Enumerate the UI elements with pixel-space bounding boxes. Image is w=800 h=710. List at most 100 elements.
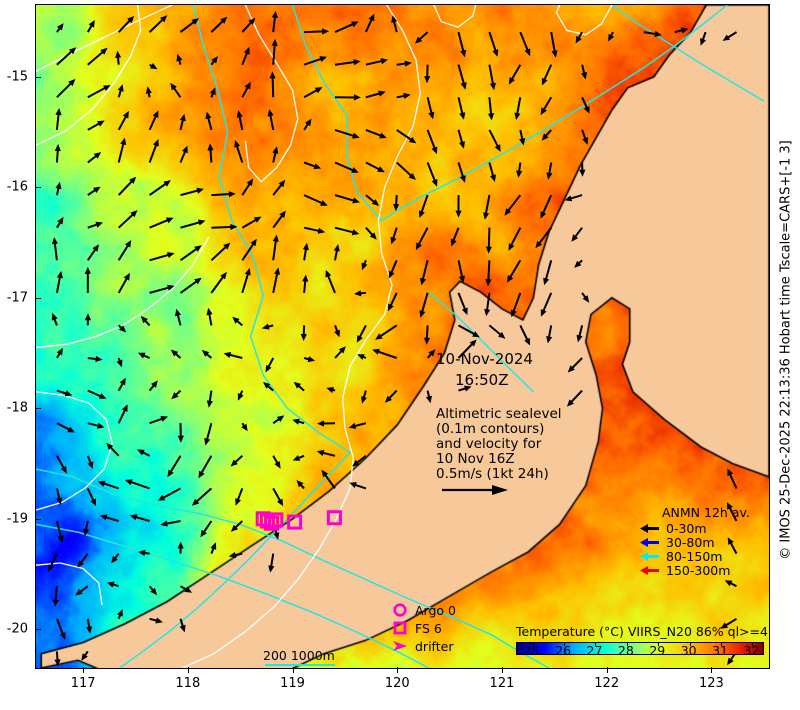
velocity-vector-shaft <box>117 276 129 294</box>
velocity-vector-head <box>167 469 174 478</box>
x-axis-tickmark <box>501 667 503 673</box>
velocity-vector-head <box>508 243 515 251</box>
velocity-vector-head <box>106 442 114 450</box>
velocity-vector-shaft <box>303 161 317 168</box>
fs-marker[interactable] <box>268 512 284 528</box>
sealevel-contour <box>244 5 299 183</box>
velocity-vector-head <box>278 179 286 188</box>
velocity-vector-shaft <box>488 64 495 86</box>
velocity-vector-head <box>56 23 64 31</box>
velocity-vector-head <box>167 284 175 291</box>
velocity-vector-head <box>87 461 94 469</box>
velocity-vector-head <box>151 380 158 388</box>
velocity-vector-head <box>459 112 466 120</box>
velocity-vector-shaft <box>241 218 258 229</box>
velocity-vector-shaft <box>235 144 244 163</box>
velocity-vector-head <box>51 237 58 245</box>
velocity-vector-head <box>431 179 438 187</box>
velocity-vector-shaft <box>396 129 413 142</box>
fs-marker-group[interactable] <box>255 510 342 531</box>
velocity-vector-head <box>160 416 168 422</box>
velocity-vector-shaft <box>148 143 158 163</box>
fs-marker[interactable] <box>287 514 303 530</box>
fs-marker[interactable] <box>326 510 342 526</box>
velocity-vector-head <box>103 85 111 91</box>
velocity-vector-head <box>97 422 105 429</box>
velocity-vector-shaft <box>548 162 553 176</box>
anmn-legend-label: 150-300m <box>666 563 731 578</box>
velocity-vector-shaft <box>117 18 132 33</box>
velocity-vector-head <box>137 449 145 456</box>
velocity-vector-shaft <box>417 31 429 41</box>
velocity-vector-head <box>724 580 733 587</box>
velocity-vector-head <box>524 337 531 346</box>
velocity-vector-head <box>93 152 102 159</box>
velocity-vector-shaft <box>326 274 336 294</box>
velocity-vector-head <box>182 145 188 154</box>
velocity-vector-shaft <box>487 227 491 249</box>
velocity-vector-head <box>510 309 517 318</box>
velocity-vector-shaft <box>487 260 491 282</box>
velocity-vector-head <box>111 555 118 564</box>
velocity-vector-shaft <box>180 189 200 197</box>
velocity-vector-head <box>581 72 588 80</box>
velocity-vector-head <box>428 349 436 357</box>
velocity-vector-head <box>261 323 270 330</box>
colorbar-tick-label: 26 <box>555 643 572 658</box>
velocity-vector-head <box>115 50 122 58</box>
velocity-vector-head <box>322 28 330 35</box>
velocity-vector-shaft <box>569 194 583 200</box>
velocity-vector-shaft <box>542 64 553 82</box>
velocity-vector-head <box>170 82 177 91</box>
fs-marker[interactable] <box>259 513 275 529</box>
sealevel-contour <box>555 5 613 36</box>
velocity-vector-head <box>494 144 501 152</box>
velocity-vector-shaft <box>209 148 213 163</box>
velocity-vector-shaft <box>169 455 182 474</box>
velocity-vector-shaft <box>355 455 367 465</box>
map-plot-area[interactable]: 10-Nov-2024 16:50Z Altimetric sealevel (… <box>35 4 770 669</box>
velocity-vector-head <box>228 191 236 198</box>
velocity-vector-head <box>415 242 422 251</box>
velocity-vector-shaft <box>179 247 199 262</box>
velocity-vector-head <box>459 141 465 149</box>
sealevel-contour <box>433 5 477 28</box>
colorbar-tick-label: 25 <box>523 643 540 658</box>
anmn-arrow-icon <box>640 538 659 547</box>
velocity-vector-shaft <box>161 487 181 500</box>
velocity-vector-shaft <box>303 194 324 205</box>
velocity-vector-head <box>408 173 416 180</box>
velocity-vector-head <box>120 137 127 146</box>
fs-marker[interactable] <box>264 515 280 531</box>
velocity-vector-head <box>541 77 548 86</box>
x-axis-tick-label: 122 <box>594 676 620 691</box>
velocity-vector-shaft <box>202 520 213 534</box>
velocity-vector-head <box>460 82 467 90</box>
velocity-vector-head <box>720 622 728 629</box>
velocity-vector-head <box>272 146 279 154</box>
velocity-vector-head <box>519 138 526 146</box>
marker-legend-item: Argo 0 <box>392 601 456 619</box>
velocity-vector-head <box>361 262 368 271</box>
velocity-vector-head <box>351 21 359 28</box>
velocity-vector-shaft <box>643 31 658 36</box>
velocity-vector-head <box>106 581 115 588</box>
x-axis-tickmark <box>83 667 85 673</box>
x-axis-tickmark <box>397 667 399 673</box>
x-axis-tick-label: 121 <box>489 676 515 691</box>
argo-circle-icon <box>393 603 407 617</box>
bathymetry-contour <box>428 291 534 393</box>
velocity-vector-head <box>380 58 388 65</box>
velocity-vector-head <box>378 90 386 97</box>
velocity-vector-head <box>140 316 148 324</box>
velocity-vector-head <box>351 167 359 173</box>
velocity-vector-head <box>220 16 228 24</box>
velocity-vector-shaft <box>488 162 495 178</box>
velocity-vector-shaft <box>236 488 244 502</box>
velocity-vector-shaft <box>512 292 522 313</box>
velocity-vector-shaft <box>56 422 71 432</box>
velocity-vector-head <box>543 277 550 286</box>
copyright-credit: © IMOS 25-Dec-2025 22:13:36 Hobart time … <box>771 0 800 700</box>
velocity-vector-head <box>302 242 309 251</box>
velocity-vector-head <box>206 307 213 316</box>
